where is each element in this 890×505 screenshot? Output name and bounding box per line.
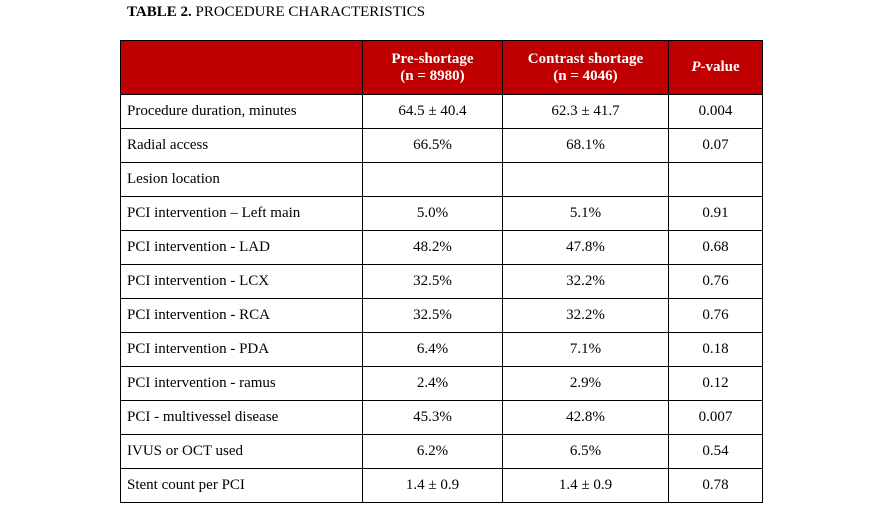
p-value: 0.68 — [668, 230, 763, 265]
header-contrast-shortage-line1: Contrast shortage — [527, 50, 644, 67]
p-value — [668, 162, 763, 197]
table-caption: TABLE 2. PROCEDURE CHARACTERISTICS — [127, 3, 425, 21]
row-label: Stent count per PCI — [120, 468, 363, 503]
table-row: Procedure duration, minutes 64.5 ± 40.4 … — [120, 94, 763, 129]
p-value: 0.91 — [668, 196, 763, 231]
row-label: PCI intervention - RCA — [120, 298, 363, 333]
table-row: Radial access 66.5% 68.1% 0.07 — [120, 128, 763, 163]
contrast-shortage-value — [502, 162, 669, 197]
header-cell-contrast-shortage: Contrast shortage (n = 4046) — [502, 40, 669, 95]
contrast-shortage-value: 6.5% — [502, 434, 669, 469]
header-pre-shortage-line1: Pre-shortage — [391, 50, 474, 67]
contrast-shortage-value: 32.2% — [502, 264, 669, 299]
procedure-characteristics-table: Pre-shortage (n = 8980) Contrast shortag… — [120, 40, 763, 503]
header-pre-shortage-line2: (n = 8980) — [400, 67, 465, 84]
table-caption-title: PROCEDURE CHARACTERISTICS — [195, 4, 426, 20]
contrast-shortage-value: 47.8% — [502, 230, 669, 265]
pre-shortage-value — [362, 162, 503, 197]
pre-shortage-value: 32.5% — [362, 264, 503, 299]
p-value: 0.07 — [668, 128, 763, 163]
p-value: 0.007 — [668, 400, 763, 435]
contrast-shortage-value: 32.2% — [502, 298, 669, 333]
table-row: PCI - multivessel disease 45.3% 42.8% 0.… — [120, 400, 763, 435]
table-row: PCI intervention - PDA 6.4% 7.1% 0.18 — [120, 332, 763, 367]
table-row: Stent count per PCI 1.4 ± 0.9 1.4 ± 0.9 … — [120, 468, 763, 503]
row-label: PCI intervention - ramus — [120, 366, 363, 401]
p-value: 0.76 — [668, 264, 763, 299]
pre-shortage-value: 2.4% — [362, 366, 503, 401]
row-label: PCI intervention - LCX — [120, 264, 363, 299]
p-value: 0.18 — [668, 332, 763, 367]
table-row: Lesion location — [120, 162, 763, 197]
table-row: PCI intervention - LAD 48.2% 47.8% 0.68 — [120, 230, 763, 265]
row-label: PCI - multivessel disease — [120, 400, 363, 435]
table-caption-label: TABLE 2. — [127, 4, 192, 20]
contrast-shortage-value: 2.9% — [502, 366, 669, 401]
pre-shortage-value: 66.5% — [362, 128, 503, 163]
table-row: PCI intervention - LCX 32.5% 32.2% 0.76 — [120, 264, 763, 299]
header-cell-p-value: P-value — [668, 40, 763, 95]
pre-shortage-value: 6.2% — [362, 434, 503, 469]
p-value: 0.76 — [668, 298, 763, 333]
pre-shortage-value: 45.3% — [362, 400, 503, 435]
contrast-shortage-value: 42.8% — [502, 400, 669, 435]
contrast-shortage-value: 7.1% — [502, 332, 669, 367]
pre-shortage-value: 64.5 ± 40.4 — [362, 94, 503, 129]
p-value: 0.004 — [668, 94, 763, 129]
table-row: IVUS or OCT used 6.2% 6.5% 0.54 — [120, 434, 763, 469]
p-value: 0.12 — [668, 366, 763, 401]
pre-shortage-value: 1.4 ± 0.9 — [362, 468, 503, 503]
header-p-value-rest: -value — [700, 59, 740, 75]
contrast-shortage-value: 5.1% — [502, 196, 669, 231]
header-cell-characteristic — [120, 40, 363, 95]
row-label: PCI intervention – Left main — [120, 196, 363, 231]
contrast-shortage-value: 62.3 ± 41.7 — [502, 94, 669, 129]
row-label: Procedure duration, minutes — [120, 94, 363, 129]
table-row: PCI intervention - ramus 2.4% 2.9% 0.12 — [120, 366, 763, 401]
header-cell-pre-shortage: Pre-shortage (n = 8980) — [362, 40, 503, 95]
header-contrast-shortage-line2: (n = 4046) — [553, 67, 618, 84]
row-label: PCI intervention - PDA — [120, 332, 363, 367]
row-label: PCI intervention - LAD — [120, 230, 363, 265]
contrast-shortage-value: 68.1% — [502, 128, 669, 163]
pre-shortage-value: 6.4% — [362, 332, 503, 367]
p-value: 0.54 — [668, 434, 763, 469]
row-label: Lesion location — [120, 162, 363, 197]
pre-shortage-value: 48.2% — [362, 230, 503, 265]
row-label: IVUS or OCT used — [120, 434, 363, 469]
pre-shortage-value: 32.5% — [362, 298, 503, 333]
header-p-value-italic: P — [691, 59, 701, 75]
table-header-row: Pre-shortage (n = 8980) Contrast shortag… — [120, 40, 763, 95]
table-row: PCI intervention - RCA 32.5% 32.2% 0.76 — [120, 298, 763, 333]
pre-shortage-value: 5.0% — [362, 196, 503, 231]
contrast-shortage-value: 1.4 ± 0.9 — [502, 468, 669, 503]
p-value: 0.78 — [668, 468, 763, 503]
row-label: Radial access — [120, 128, 363, 163]
table-row: PCI intervention – Left main 5.0% 5.1% 0… — [120, 196, 763, 231]
